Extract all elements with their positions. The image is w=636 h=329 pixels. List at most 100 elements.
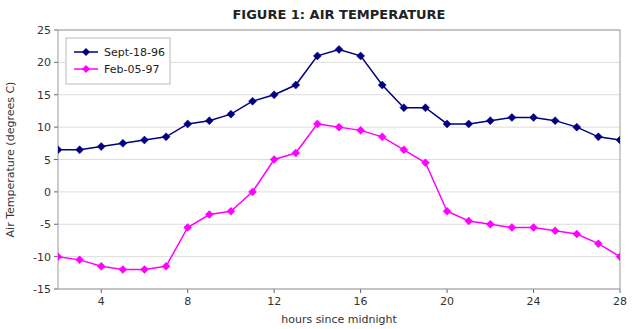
- data-point: [292, 149, 300, 157]
- data-point: [249, 188, 257, 196]
- data-point: [508, 223, 516, 231]
- tick-mark: [54, 94, 58, 95]
- data-point: [594, 240, 602, 248]
- data-point: [421, 159, 429, 167]
- x-axis-label: hours since midnight: [281, 313, 397, 326]
- data-point: [292, 81, 300, 89]
- data-point: [249, 97, 257, 105]
- data-point: [443, 207, 451, 215]
- plot-frame: [58, 30, 620, 289]
- grid-line: [58, 191, 620, 192]
- legend: Sept-18-96 Feb-05-97: [66, 38, 170, 84]
- tick-label: 20: [440, 295, 454, 308]
- data-point: [313, 120, 321, 128]
- tick-mark: [54, 224, 58, 225]
- chart: -15 -10 -5 0 5 10 15 20 25 4 8 12 16 20 24 28 FIGURE 1: …: [0, 0, 636, 329]
- data-point: [400, 104, 408, 112]
- data-point: [400, 146, 408, 154]
- data-point: [335, 123, 343, 131]
- data-point: [205, 117, 213, 125]
- data-point: [357, 126, 365, 134]
- data-point: [162, 133, 170, 141]
- data-point: [378, 133, 386, 141]
- tick-label: 12: [267, 295, 281, 308]
- legend-marker: [82, 65, 90, 73]
- tick-mark: [101, 289, 102, 293]
- series-line: [58, 49, 620, 149]
- data-point: [378, 81, 386, 89]
- data-point: [58, 146, 62, 154]
- data-point: [227, 110, 235, 118]
- legend-label: Feb-05-97: [104, 63, 159, 76]
- data-point: [551, 227, 559, 235]
- tick-mark: [54, 30, 58, 31]
- data-point: [227, 207, 235, 215]
- tick-label: 5: [44, 154, 51, 167]
- data-point: [76, 256, 84, 264]
- data-point: [616, 136, 620, 144]
- tick-mark: [54, 191, 58, 192]
- data-point: [357, 52, 365, 60]
- grid-line: [58, 94, 620, 95]
- data-point: [119, 139, 127, 147]
- data-point: [97, 143, 105, 151]
- grid-line: [58, 256, 620, 257]
- tick-label: 0: [44, 186, 51, 199]
- tick-mark: [187, 289, 188, 293]
- tick-label: 28: [613, 295, 627, 308]
- tick-label: 25: [37, 24, 51, 37]
- data-point: [508, 113, 516, 121]
- data-point: [465, 120, 473, 128]
- data-point: [573, 230, 581, 238]
- chart-title: FIGURE 1: AIR TEMPERATURE: [232, 7, 445, 22]
- tick-mark: [54, 159, 58, 160]
- data-point: [140, 266, 148, 274]
- tick-label: 8: [184, 295, 191, 308]
- data-point: [486, 220, 494, 228]
- data-point: [270, 156, 278, 164]
- tick-label: -10: [33, 251, 51, 264]
- tick-mark: [447, 289, 448, 293]
- tick-mark: [54, 256, 58, 257]
- data-point: [205, 211, 213, 219]
- data-point: [421, 104, 429, 112]
- tick-mark: [54, 289, 58, 290]
- data-point: [184, 223, 192, 231]
- data-point: [335, 45, 343, 53]
- y-axis-label: Air Temperature (degrees C): [4, 82, 17, 238]
- tick-mark: [360, 289, 361, 293]
- tick-mark: [620, 289, 621, 293]
- data-point: [313, 52, 321, 60]
- tick-label: -15: [33, 283, 51, 296]
- tick-mark: [274, 289, 275, 293]
- tick-label: 20: [37, 56, 51, 69]
- tick-label: 24: [527, 295, 541, 308]
- data-point: [97, 262, 105, 270]
- legend-box: [66, 38, 170, 84]
- data-point: [573, 123, 581, 131]
- series-line: [58, 124, 620, 270]
- data-point: [594, 133, 602, 141]
- tick-label: 15: [37, 89, 51, 102]
- data-point: [184, 120, 192, 128]
- data-point: [616, 253, 620, 261]
- tick-label: 10: [37, 121, 51, 134]
- tick-label: -5: [40, 218, 51, 231]
- legend-label: Sept-18-96: [104, 46, 165, 59]
- grid-line: [58, 159, 620, 160]
- data-point: [270, 91, 278, 99]
- tick-mark: [54, 62, 58, 63]
- data-point: [443, 120, 451, 128]
- data-point: [465, 217, 473, 225]
- data-point: [58, 253, 62, 261]
- data-point: [119, 266, 127, 274]
- tick-label: 4: [98, 295, 105, 308]
- data-point: [551, 117, 559, 125]
- tick-mark: [54, 127, 58, 128]
- tick-label: 16: [354, 295, 368, 308]
- data-point: [530, 223, 538, 231]
- data-point: [76, 146, 84, 154]
- data-point: [530, 113, 538, 121]
- tick-mark: [533, 289, 534, 293]
- legend-marker: [82, 48, 90, 56]
